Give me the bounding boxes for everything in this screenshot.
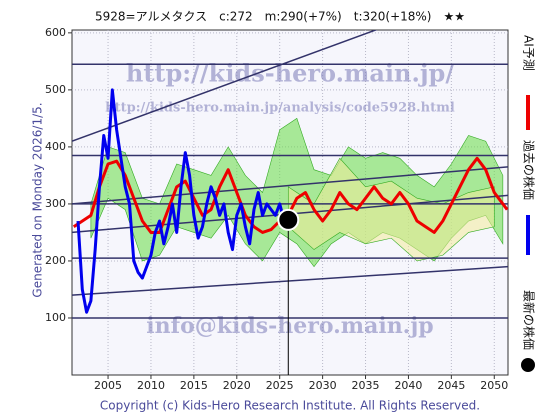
x-tick-label: 2040: [394, 379, 422, 392]
x-tick-label: 2005: [94, 379, 122, 392]
legend-label: AI予測: [522, 35, 536, 71]
watermark: info@kids-hero.main.jp: [146, 313, 433, 339]
trend-line: [72, 265, 508, 296]
legend-label: 最新の株価: [522, 290, 537, 350]
series-line: [72, 156, 508, 234]
y-tick-label: 300: [45, 197, 66, 210]
x-tick-label: 2020: [223, 379, 251, 392]
axes-layer: 2005 2010 2015 2020 2025 2030 2035 2040 2045 2050…: [45, 26, 508, 392]
x-tick-label: 2035: [352, 379, 380, 392]
y-tick-label: 200: [45, 254, 66, 267]
plot-layer: http://kids-hero.main.jp/http://kids-her…: [72, 30, 508, 375]
legend-swatch: [521, 358, 535, 372]
watermark: http://kids-hero.main.jp/: [126, 59, 454, 88]
copyright: Copyright (c) Kids-Hero Research Institu…: [100, 399, 480, 413]
watermark: http://kids-hero.main.jp/analysis/code59…: [105, 101, 455, 116]
x-tick-label: 2010: [137, 379, 165, 392]
x-tick-label: 2015: [180, 379, 208, 392]
legend-label: 過去の株価: [522, 140, 537, 200]
x-tick-label: 2030: [309, 379, 337, 392]
band: [287, 157, 495, 262]
latest-point: [277, 208, 300, 231]
generated-note: Generated on Monday 2026/1/5.: [31, 102, 45, 297]
x-tick-label: 2045: [437, 379, 465, 392]
trend-line: [72, 30, 378, 142]
y-tick-label: 600: [45, 26, 66, 39]
trend-line: [72, 166, 508, 205]
y-tick-label: 400: [45, 140, 66, 153]
chart-title: 5928=アルメタクス c:272 m:290(+7%) t:320(+18%)…: [95, 10, 465, 24]
y-tick-label: 500: [45, 83, 66, 96]
x-tick-label: 2025: [266, 379, 294, 392]
y-tick-label: 100: [45, 311, 66, 324]
series-line: [76, 88, 286, 314]
x-tick-label: 2050: [480, 379, 508, 392]
